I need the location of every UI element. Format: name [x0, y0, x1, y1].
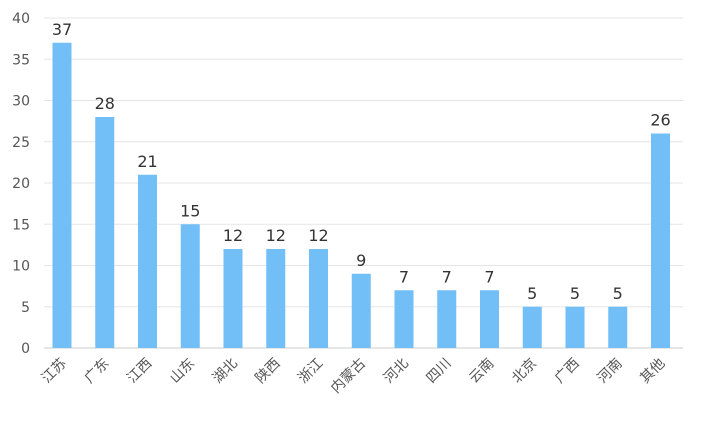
bar: [95, 117, 115, 348]
y-tick-label: 35: [12, 52, 30, 68]
x-tick-label: 云南: [466, 356, 497, 387]
y-tick-label: 30: [12, 94, 30, 110]
bar: [351, 273, 371, 348]
bars: [52, 42, 670, 348]
y-tick-label: 5: [21, 300, 30, 316]
x-tick-label: 陕西: [252, 356, 283, 387]
x-tick-label: 浙江: [295, 356, 326, 387]
bar: [309, 249, 328, 348]
x-tick-label: 其他: [637, 356, 668, 387]
y-tick-label: 20: [12, 176, 30, 192]
bar: [437, 290, 457, 348]
bar: [651, 133, 670, 348]
bar: [394, 290, 414, 348]
data-label: 7: [399, 267, 409, 286]
x-tick-label: 河南: [594, 356, 625, 387]
x-tick-label: 广东: [81, 356, 112, 387]
x-tick-label: 四川: [423, 356, 454, 387]
data-label: 5: [570, 284, 580, 303]
x-tick-label: 广西: [552, 356, 583, 387]
bar: [266, 249, 286, 348]
y-tick-label: 25: [12, 135, 30, 151]
y-tick-label: 15: [12, 217, 30, 233]
data-label: 12: [308, 226, 328, 245]
data-label: 7: [442, 267, 452, 286]
bar: [522, 306, 542, 348]
data-label: 12: [266, 226, 286, 245]
y-tick-label: 10: [12, 259, 30, 275]
data-label: 5: [613, 284, 623, 303]
data-label: 21: [137, 152, 157, 171]
y-axis-ticks: 0 5 10 15 20 25 30 35 40: [12, 11, 30, 357]
data-label: 7: [484, 267, 494, 286]
data-label: 5: [527, 284, 537, 303]
x-axis-categories: 江苏 广东 江西 山东 湖北 陕西 浙江 内蒙古 河北 四川 云南 北京 广西 河南 其他: [39, 356, 669, 397]
data-label: 9: [356, 251, 366, 270]
data-label: 37: [52, 20, 72, 39]
bar: [608, 306, 628, 348]
y-tick-label: 40: [12, 11, 30, 27]
data-label: 12: [223, 226, 243, 245]
x-tick-label: 河北: [381, 356, 412, 387]
x-tick-label: 湖北: [210, 356, 241, 387]
data-label: 28: [95, 94, 115, 113]
data-labels: 37 28 21 15 12 12 12 9 7 7 7 5 5 5 26: [52, 20, 671, 303]
bar: [52, 42, 72, 348]
bar: [480, 290, 499, 348]
x-tick-label: 山东: [167, 356, 198, 387]
x-tick-label: 江苏: [39, 356, 70, 387]
x-tick-label: 北京: [509, 356, 540, 387]
data-label: 26: [650, 111, 670, 130]
data-label: 15: [180, 201, 200, 220]
bar: [565, 306, 585, 348]
x-tick-label: 江西: [124, 356, 155, 387]
bar: [138, 174, 157, 348]
y-tick-label: 0: [21, 341, 30, 357]
x-tick-label: 内蒙古: [328, 356, 369, 397]
bar: [223, 249, 243, 348]
bar: [180, 224, 200, 348]
